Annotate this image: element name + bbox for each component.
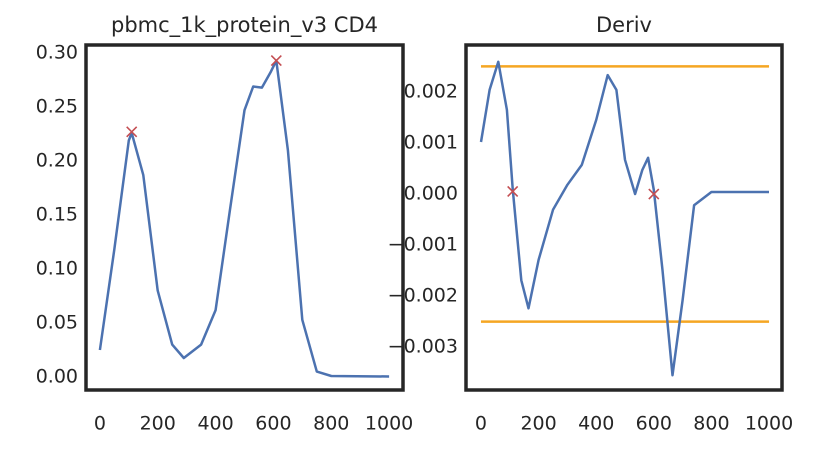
peak-marker: [270, 54, 282, 67]
peak-marker: [126, 126, 138, 138]
x-tick-label: 800: [693, 413, 729, 435]
x-tick-label: 1000: [365, 413, 413, 435]
y-tick-label: −0.002: [388, 285, 458, 307]
y-tick-label: 0.05: [36, 312, 78, 334]
x-tick-label: 200: [140, 413, 176, 435]
peak-marker: [648, 188, 660, 200]
curve: [479, 60, 769, 377]
chart-title: pbmc_1k_protein_v3 CD4: [111, 13, 378, 38]
y-tick-label: −0.001: [388, 234, 458, 256]
y-tick-label: 0.20: [36, 150, 78, 172]
y-tick-label: 0.00: [36, 366, 78, 388]
axes-frame: [84, 43, 405, 392]
chart-title: Deriv: [596, 13, 652, 37]
peak-marker: [507, 185, 519, 198]
x-tick-label: 200: [520, 413, 556, 435]
x-tick-label: 600: [255, 413, 291, 435]
curve: [98, 59, 390, 378]
y-tick-label: 0.25: [36, 96, 78, 118]
y-tick-label: 0.001: [404, 131, 458, 153]
x-tick-label: 800: [313, 413, 349, 435]
x-tick-label: 600: [636, 413, 672, 435]
x-tick-label: 1000: [745, 413, 793, 435]
x-tick-label: 400: [197, 413, 233, 435]
y-tick-label: 0.15: [36, 204, 78, 226]
y-tick-label: 0.000: [404, 183, 458, 205]
y-tick-label: 0.10: [36, 258, 78, 280]
y-tick-label: −0.003: [388, 336, 458, 358]
x-tick-label: 0: [94, 413, 106, 435]
x-tick-label: 0: [475, 413, 487, 435]
y-tick-label: 0.002: [404, 80, 458, 102]
y-tick-label: 0.30: [36, 41, 78, 63]
axes-frame: [464, 43, 784, 392]
x-tick-label: 400: [578, 413, 614, 435]
